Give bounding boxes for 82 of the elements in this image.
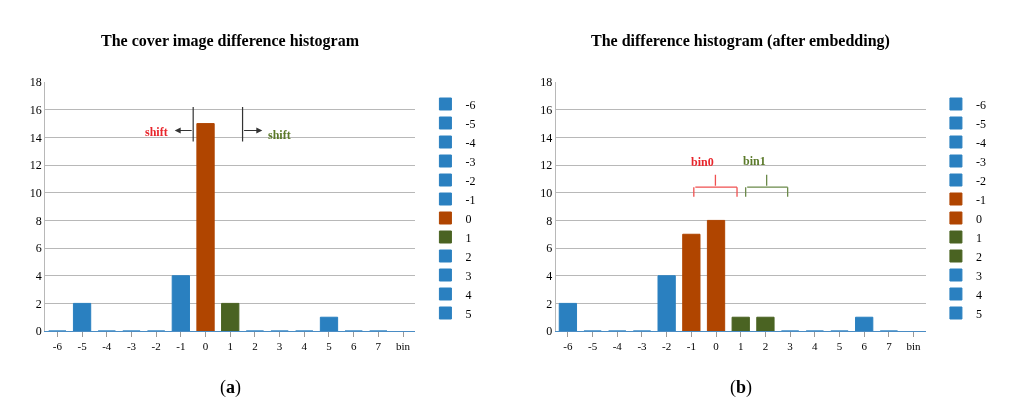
x-tick-label: 7 bbox=[886, 340, 893, 353]
y-tick-label: 4 bbox=[546, 268, 553, 283]
legend-label: 4 bbox=[465, 287, 472, 302]
x-tick-label: -1 bbox=[176, 340, 186, 353]
annotation: shift bbox=[268, 128, 291, 142]
x-tick-label: -6 bbox=[563, 340, 573, 353]
legend-label: 5 bbox=[465, 306, 472, 321]
x-tick-label: 2 bbox=[762, 340, 769, 353]
legend-label: 3 bbox=[975, 268, 982, 283]
legend-label: 5 bbox=[975, 306, 982, 321]
legend-label: -2 bbox=[975, 173, 986, 188]
y-tick-label: 18 bbox=[540, 75, 553, 90]
y-tick-label: 4 bbox=[35, 268, 42, 283]
x-tick-label: 3 bbox=[787, 340, 794, 353]
x-tick-label: -3 bbox=[637, 340, 648, 353]
x-tick-label: 1 bbox=[737, 340, 744, 353]
x-tick-label: -3 bbox=[126, 340, 137, 353]
annotation: shift bbox=[145, 125, 168, 139]
x-tick-label: 6 bbox=[350, 340, 357, 353]
y-tick-label: 2 bbox=[35, 296, 42, 311]
annotation: bin1 bbox=[743, 154, 766, 168]
y-tick-label: 18 bbox=[29, 75, 42, 90]
y-tick-label: 10 bbox=[29, 185, 42, 200]
y-tick-label: 10 bbox=[540, 185, 553, 200]
y-tick-label: 14 bbox=[540, 130, 553, 145]
x-tick-label: bin bbox=[906, 340, 922, 353]
x-tick-label: 7 bbox=[375, 340, 382, 353]
y-tick-label: 16 bbox=[540, 102, 553, 117]
y-tick-label: 8 bbox=[546, 213, 553, 228]
y-tick-label: 6 bbox=[546, 241, 553, 256]
x-tick-label: -5 bbox=[77, 340, 88, 353]
x-tick-label: 1 bbox=[227, 340, 233, 353]
y-tick-label: 12 bbox=[29, 158, 42, 173]
legend-label: 3 bbox=[465, 268, 472, 283]
legend-label: -4 bbox=[465, 135, 476, 150]
x-tick-label: 6 bbox=[861, 340, 868, 353]
legend-label: -1 bbox=[975, 192, 986, 207]
y-tick-label: 6 bbox=[35, 241, 42, 256]
y-tick-label: 12 bbox=[540, 158, 553, 173]
x-tick-label: -5 bbox=[588, 340, 598, 353]
x-tick-label: 5 bbox=[836, 340, 843, 353]
x-tick-label: -4 bbox=[612, 340, 623, 353]
legend-label: 2 bbox=[465, 249, 472, 264]
x-tick-label: 0 bbox=[713, 340, 720, 353]
legend-label: -5 bbox=[465, 116, 476, 131]
chart-title: The difference histogram (after embedding) bbox=[591, 32, 890, 50]
y-tick-label: 8 bbox=[35, 213, 42, 228]
x-tick-label: -2 bbox=[151, 340, 161, 353]
y-tick-label: 2 bbox=[546, 296, 553, 311]
legend-label: -4 bbox=[975, 135, 986, 150]
x-tick-label: 2 bbox=[252, 340, 258, 353]
x-tick-label: bin bbox=[396, 340, 411, 353]
x-tick-label: 5 bbox=[326, 340, 333, 353]
legend-label: -3 bbox=[465, 154, 476, 169]
x-tick-label: 4 bbox=[301, 340, 308, 353]
legend-label: 1 bbox=[975, 230, 982, 245]
chart-title: The cover image difference histogram bbox=[101, 32, 360, 50]
legend-label: -6 bbox=[975, 97, 986, 112]
x-tick-label: 4 bbox=[812, 340, 819, 353]
legend-label: 1 bbox=[465, 230, 472, 245]
x-tick-label: -2 bbox=[662, 340, 672, 353]
annotation: bin0 bbox=[691, 155, 714, 169]
x-tick-label: -4 bbox=[102, 340, 112, 353]
x-tick-label: -6 bbox=[52, 340, 63, 353]
legend-label: 0 bbox=[975, 211, 982, 226]
legend-label: -2 bbox=[465, 173, 476, 188]
legend-label: -6 bbox=[465, 97, 476, 112]
legend-label: 0 bbox=[465, 211, 472, 226]
legend-label: 4 bbox=[975, 287, 982, 302]
legend-label: -5 bbox=[975, 116, 986, 131]
y-tick-label: 0 bbox=[546, 324, 553, 339]
legend-label: -3 bbox=[975, 154, 986, 169]
x-tick-label: -1 bbox=[686, 340, 696, 353]
legend-label: -1 bbox=[465, 192, 476, 207]
x-tick-label: 3 bbox=[276, 340, 283, 353]
y-tick-label: 16 bbox=[29, 102, 42, 117]
x-tick-label: 0 bbox=[202, 340, 209, 353]
y-tick-label: 14 bbox=[29, 130, 42, 145]
text: (a) bbox=[220, 377, 241, 398]
legend-label: 2 bbox=[975, 249, 982, 264]
y-tick-label: 0 bbox=[35, 324, 42, 339]
text: (b) bbox=[730, 377, 753, 398]
